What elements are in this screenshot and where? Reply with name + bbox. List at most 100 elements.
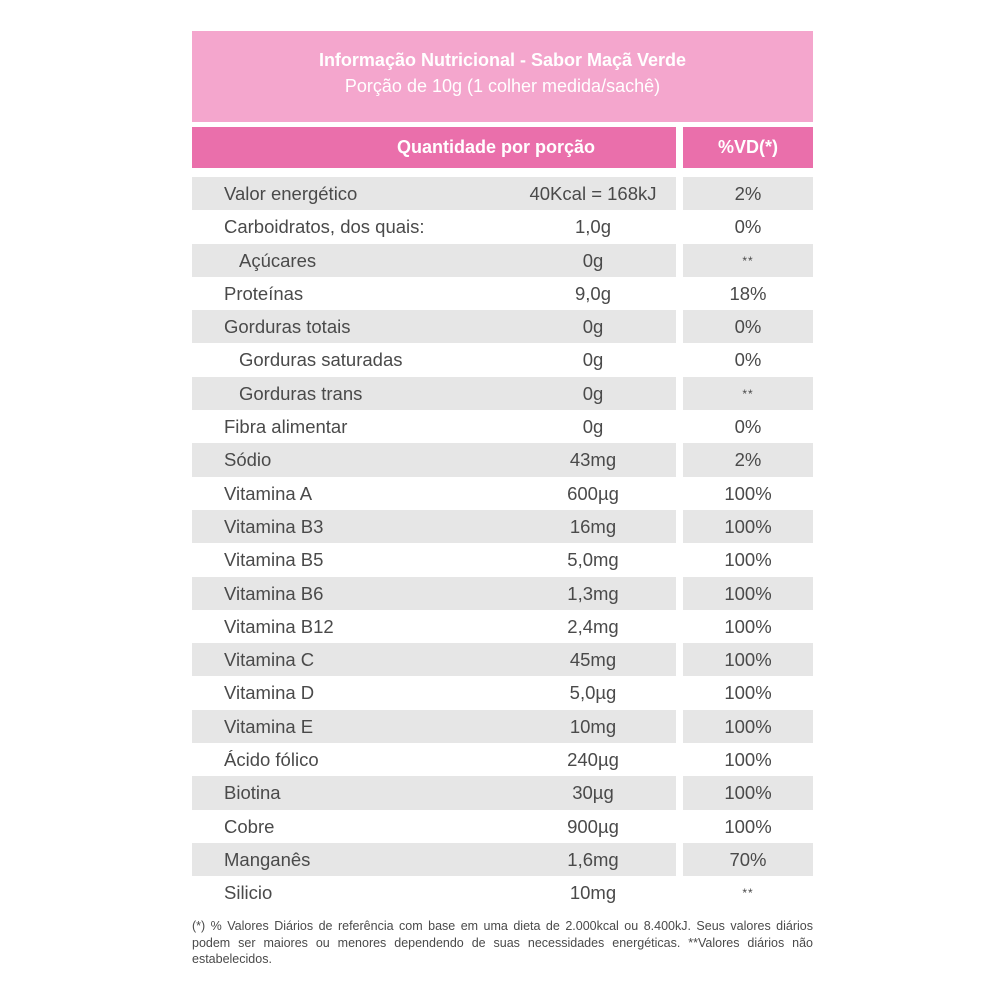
nutrient-name-cell: Vitamina B5 xyxy=(192,543,676,576)
table-row: Sódio 43mg 2% xyxy=(192,443,813,477)
table-row: Biotina 30µg 100% xyxy=(192,776,813,810)
nutrient-quantity: 0g xyxy=(582,416,604,438)
nutrient-quantity: 1,0g xyxy=(574,216,611,238)
nutrient-quantity: 5,0mg xyxy=(567,549,619,571)
nutrient-quantity: 1,6mg xyxy=(567,848,619,870)
nutrient-quantity: 1,3mg xyxy=(567,582,619,604)
nutrient-quantity-cell: 240µg xyxy=(192,743,676,776)
table-title-box: Informação Nutricional - Sabor Maçã Verd… xyxy=(192,31,813,122)
table-row: Carboidratos, dos quais: 1,0g 0% xyxy=(192,210,813,243)
nutrient-name: Gorduras totais xyxy=(224,316,351,338)
nutrient-name-cell: Vitamina A xyxy=(192,477,676,510)
nutrient-quantity: 0g xyxy=(582,249,604,271)
vd-column-header: %VD(*) xyxy=(683,127,813,168)
table-row: Manganês 1,6mg 70% xyxy=(192,842,813,877)
table-row: Açúcares 0g ** xyxy=(192,243,813,277)
nutrient-quantity-cell: 30µg xyxy=(192,776,676,809)
nutrient-name-cell: Proteínas xyxy=(192,277,676,310)
nutrient-vd: 0% xyxy=(734,416,762,438)
nutrient-name-cell: Gorduras saturadas xyxy=(192,343,676,376)
table-row: Gorduras saturadas 0g 0% xyxy=(192,343,813,376)
nutrient-name-cell: Silicio xyxy=(192,876,676,909)
table-title: Informação Nutricional - Sabor Maçã Verd… xyxy=(318,50,687,70)
nutrient-quantity-cell: 9,0g xyxy=(192,277,676,310)
nutrient-name-cell: Gorduras totais xyxy=(192,310,676,344)
nutrient-quantity: 5,0µg xyxy=(569,682,617,704)
nutrient-name-cell: Vitamina B12 xyxy=(192,610,676,643)
nutrient-vd: 100% xyxy=(724,549,772,571)
nutrient-quantity: 43mg xyxy=(569,449,617,471)
table-row: Vitamina C 45mg 100% xyxy=(192,643,813,677)
nutrient-quantity-cell: 5,0µg xyxy=(192,676,676,709)
nutrient-name: Ácido fólico xyxy=(224,749,319,771)
nutrient-name-cell: Biotina xyxy=(192,776,676,810)
nutrient-quantity: 16mg xyxy=(569,515,617,537)
nutrient-name-cell: Sódio xyxy=(192,443,676,477)
nutrient-quantity-cell: 45mg xyxy=(192,643,676,676)
nutrient-quantity-cell: 2,4mg xyxy=(192,610,676,643)
nutrient-name: Vitamina A xyxy=(224,482,313,504)
nutrient-vd: 0% xyxy=(683,310,813,344)
nutrient-quantity-cell: 10mg xyxy=(192,710,676,743)
nutrient-vd: ** xyxy=(683,376,813,411)
nutrient-vd: 2% xyxy=(683,443,813,477)
footnote: (*) % Valores Diários de referência com … xyxy=(192,919,813,966)
table-row: Vitamina B6 1,3mg 100% xyxy=(192,576,813,610)
nutrient-name: Vitamina C xyxy=(224,649,315,671)
nutrient-quantity: 9,0g xyxy=(574,282,611,304)
nutrient-name-cell: Vitamina D xyxy=(192,676,676,709)
nutrient-quantity-cell: 1,0g xyxy=(192,210,676,243)
nutrient-vd: 18% xyxy=(729,282,767,304)
nutrient-quantity: 40Kcal = 168kJ xyxy=(529,183,657,204)
quantity-column-header: Quantidade por porção xyxy=(192,127,676,168)
nutrient-name-cell: Ácido fólico xyxy=(192,743,676,776)
nutrient-name-cell: Vitamina B6 xyxy=(192,576,676,610)
nutrient-quantity: 0g xyxy=(582,349,604,371)
nutrient-name: Sódio xyxy=(224,449,272,471)
nutrient-vd: 100% xyxy=(724,482,772,504)
nutrient-vd: ** xyxy=(742,886,754,901)
nutrient-vd: 100% xyxy=(724,749,772,771)
nutrient-quantity-cell: 1,3mg xyxy=(192,577,676,610)
nutrient-quantity: 240µg xyxy=(567,749,619,771)
nutrient-quantity-cell: 40Kcal = 168kJ xyxy=(192,177,676,210)
nutrient-quantity: 10mg xyxy=(569,715,617,737)
nutrient-name: Valor energético xyxy=(224,183,358,204)
table-row: Vitamina B12 2,4mg 100% xyxy=(192,610,813,643)
nutrient-quantity: 10mg xyxy=(569,882,617,904)
quantity-column-label: Quantidade por porção xyxy=(396,137,596,157)
nutrient-name-cell: Cobre xyxy=(192,810,676,843)
nutrient-name-cell: Vitamina E xyxy=(192,709,676,744)
nutrient-quantity: 2,4mg xyxy=(567,615,619,637)
nutrient-name: Cobre xyxy=(224,815,275,837)
table-row: Silicio 10mg ** xyxy=(192,876,813,909)
nutrient-name: Vitamina B6 xyxy=(224,582,324,604)
table-row: Cobre 900µg 100% xyxy=(192,810,813,843)
nutrient-name-cell: Carboidratos, dos quais: xyxy=(192,210,676,243)
nutrient-quantity-cell: 600µg xyxy=(192,477,676,510)
nutrient-name-cell: Gorduras trans xyxy=(192,376,676,411)
nutrient-quantity-cell: 16mg xyxy=(192,510,676,543)
table-row: Vitamina B3 16mg 100% xyxy=(192,509,813,544)
nutrient-quantity-cell: 0g xyxy=(192,343,676,376)
nutrient-vd: 100% xyxy=(683,776,813,810)
nutrient-vd: 100% xyxy=(724,815,772,837)
nutrient-name: Manganês xyxy=(224,848,311,870)
table-row: Gorduras trans 0g ** xyxy=(192,376,813,411)
table-row: Vitamina E 10mg 100% xyxy=(192,709,813,744)
nutrient-vd: 100% xyxy=(683,643,813,677)
nutrient-quantity-cell: 0g xyxy=(192,377,676,410)
nutrient-name: Vitamina E xyxy=(224,715,314,737)
nutrient-quantity-cell: 0g xyxy=(192,310,676,343)
table-row: Ácido fólico 240µg 100% xyxy=(192,743,813,776)
nutrient-name-cell: Manganês xyxy=(192,842,676,877)
nutrient-vd: 100% xyxy=(683,709,813,744)
table-row: Fibra alimentar 0g 0% xyxy=(192,410,813,443)
nutrient-quantity-cell: 43mg xyxy=(192,443,676,476)
nutrient-name: Gorduras saturadas xyxy=(239,349,403,371)
nutrient-name: Vitamina B12 xyxy=(224,615,334,637)
nutrient-vd: 70% xyxy=(683,842,813,877)
table-row: Valor energético 40Kcal = 168kJ 2% xyxy=(192,177,813,211)
table-row: Vitamina B5 5,0mg 100% xyxy=(192,543,813,576)
nutrient-name: Biotina xyxy=(224,782,281,804)
